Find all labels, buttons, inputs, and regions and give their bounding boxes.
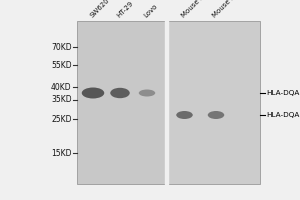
Text: 25KD: 25KD	[51, 114, 72, 123]
Text: HT-29: HT-29	[116, 0, 134, 19]
Ellipse shape	[176, 111, 193, 119]
Ellipse shape	[208, 111, 224, 119]
Bar	[168, 21, 260, 184]
Text: HLA-DQA1: HLA-DQA1	[266, 112, 300, 118]
Text: 15KD: 15KD	[51, 148, 72, 158]
Text: Mouse stomach: Mouse stomach	[212, 0, 255, 19]
Text: Mouse brain: Mouse brain	[180, 0, 215, 19]
Text: 35KD: 35KD	[51, 96, 72, 104]
Text: HLA-DQA1: HLA-DQA1	[266, 90, 300, 96]
Text: 40KD: 40KD	[51, 83, 72, 92]
Ellipse shape	[139, 90, 155, 97]
Ellipse shape	[82, 88, 104, 98]
Bar	[76, 21, 165, 184]
Text: SW620: SW620	[89, 0, 110, 19]
Text: 70KD: 70KD	[51, 43, 72, 51]
Text: Lovo: Lovo	[143, 3, 159, 19]
Text: 55KD: 55KD	[51, 60, 72, 70]
Ellipse shape	[110, 88, 130, 98]
